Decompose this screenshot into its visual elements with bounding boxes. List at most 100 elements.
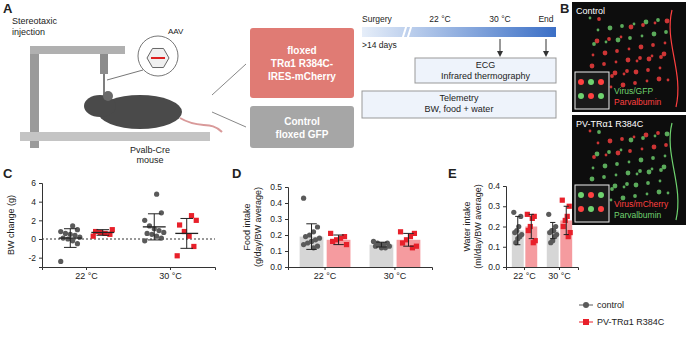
cell <box>646 68 650 72</box>
point <box>375 240 380 245</box>
point <box>77 235 82 240</box>
point <box>70 223 75 228</box>
tick-mark <box>503 227 506 228</box>
tick-label: 4 <box>31 197 36 207</box>
cell <box>589 130 592 133</box>
tick-label: 0.0 <box>270 262 282 272</box>
label: Infrared thermography <box>441 71 531 81</box>
tick-mark <box>503 206 506 207</box>
label: Virus/GFP <box>614 86 653 96</box>
error-cap <box>180 248 193 249</box>
timeline-bar <box>362 27 556 37</box>
cell <box>620 149 623 152</box>
legend-line <box>579 305 593 306</box>
error-bar <box>376 242 386 247</box>
tick-label: 6 <box>31 178 36 188</box>
label: 30 °C <box>489 14 510 24</box>
cell <box>603 164 608 169</box>
point <box>161 230 166 235</box>
tissue-edge <box>670 123 678 220</box>
error-bar <box>403 233 413 246</box>
tick-mark <box>39 258 42 259</box>
point <box>58 229 63 234</box>
cell <box>603 51 608 56</box>
legend-label: PV-TRα1 R384C <box>597 317 665 327</box>
tick-label: 0.3 <box>270 214 282 224</box>
tick-mark <box>285 203 288 204</box>
cell <box>592 54 595 57</box>
cell <box>646 193 649 196</box>
cell <box>610 199 613 202</box>
error-cap <box>148 213 161 214</box>
cell <box>654 135 657 138</box>
cell <box>616 151 621 156</box>
error-bar <box>515 216 520 244</box>
point <box>65 236 70 241</box>
error-line <box>408 233 409 246</box>
error-cap <box>403 233 413 234</box>
tick: 0.2 <box>270 230 288 240</box>
tick-label: 2 <box>31 216 36 226</box>
point <box>330 239 335 244</box>
error-cap <box>403 246 413 247</box>
point <box>72 233 77 238</box>
cell <box>641 35 644 38</box>
axis-title: BW change (g) <box>6 195 16 255</box>
tick-mark <box>39 239 42 240</box>
cell <box>633 23 636 26</box>
tick-mark <box>394 267 395 270</box>
cell <box>664 143 668 147</box>
cell <box>659 55 663 59</box>
tick-label: 0 <box>31 234 36 244</box>
tick-label: 0.4 <box>270 198 282 208</box>
tick-label: 22 °C <box>513 271 536 281</box>
tick-mark <box>285 251 288 252</box>
error-cap <box>64 247 77 248</box>
cell <box>625 69 629 73</box>
legend-line <box>579 322 593 323</box>
plot <box>300 196 421 267</box>
tick-label: -2 <box>28 253 36 263</box>
error-cap <box>376 247 386 248</box>
y-axis: 0.00.10.20.30.40.5 <box>270 182 288 272</box>
error-line <box>311 224 312 250</box>
point <box>547 230 552 235</box>
point <box>154 234 159 239</box>
cell <box>620 24 624 28</box>
cell <box>639 158 644 163</box>
measure-box <box>415 58 556 83</box>
cell <box>605 41 608 44</box>
cell <box>659 180 662 183</box>
cell <box>656 131 660 135</box>
dna <box>151 57 165 59</box>
cell <box>588 206 594 212</box>
error-bar <box>550 222 555 238</box>
cell <box>652 32 657 37</box>
cell <box>639 45 644 50</box>
cell <box>615 174 618 177</box>
error-bar <box>306 224 316 250</box>
cell <box>592 167 595 170</box>
point <box>91 234 96 239</box>
point <box>142 218 147 223</box>
cell <box>598 192 604 198</box>
cell <box>651 156 655 160</box>
tick-mark <box>285 187 288 188</box>
label: Pvalb-Cre <box>130 145 170 155</box>
x-axis: 22 °C30 °C <box>507 267 579 281</box>
error-bar <box>529 214 534 238</box>
cell <box>628 36 632 40</box>
tick-label: 30 °C <box>384 271 407 281</box>
cell <box>667 192 670 195</box>
label: mouse <box>136 155 163 165</box>
label: injection <box>12 27 45 37</box>
cell <box>651 168 654 171</box>
cell <box>597 142 600 145</box>
cell <box>657 190 662 195</box>
point <box>398 229 403 234</box>
cell <box>654 22 657 25</box>
cell <box>608 26 613 31</box>
tick: 0.5 <box>270 182 288 192</box>
tick-mark <box>503 247 506 248</box>
label: BW, food + water <box>425 104 494 114</box>
